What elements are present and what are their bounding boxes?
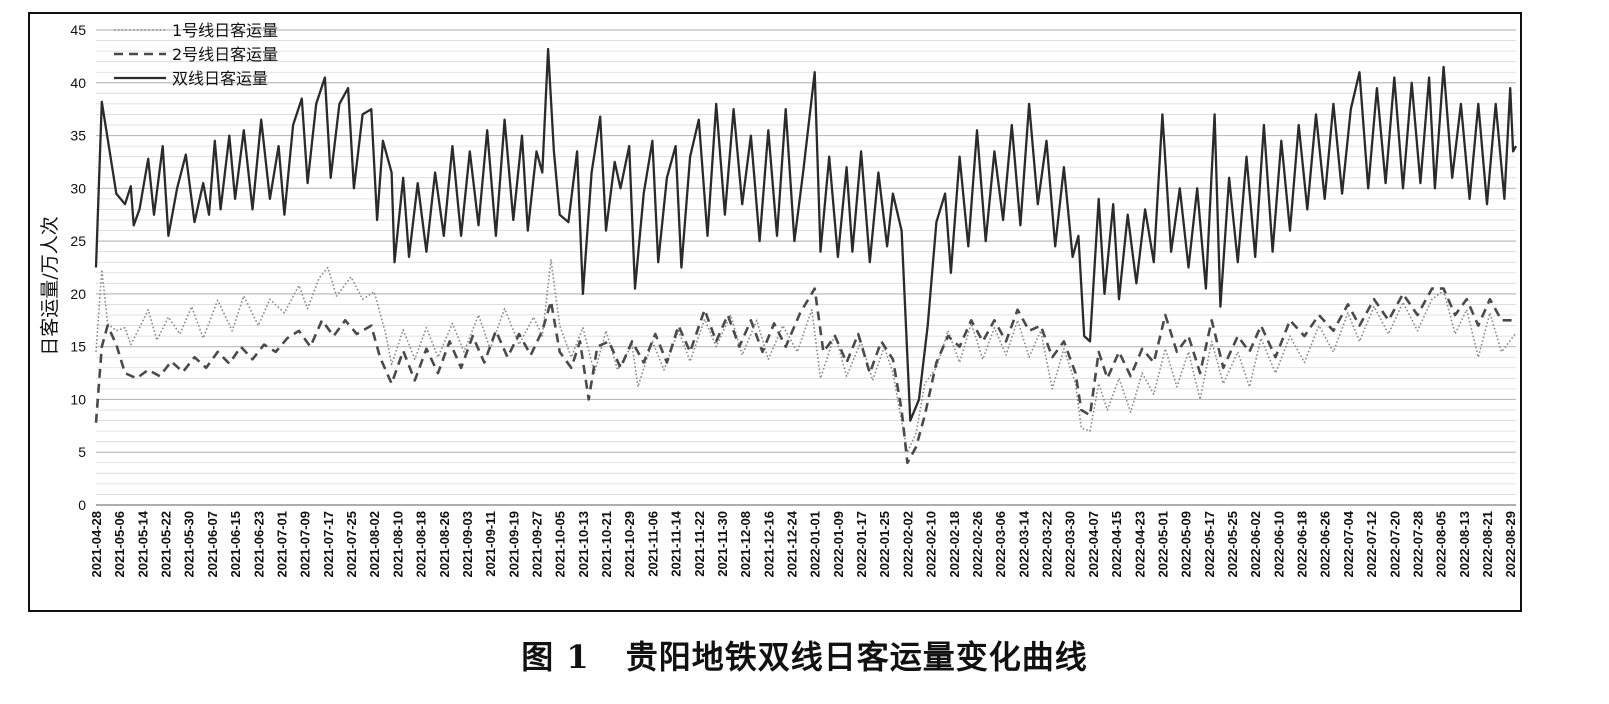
- legend-label-2: 2号线日客运量: [172, 45, 278, 64]
- x-tick-label: 2021-05-30: [182, 511, 197, 578]
- x-tick-label: 2021-05-22: [159, 511, 174, 578]
- x-tick-label: 2021-11-06: [645, 511, 660, 577]
- y-tick-label: 30: [70, 180, 86, 196]
- x-tick-label: 2022-04-07: [1086, 511, 1101, 578]
- x-tick-label: 2021-07-17: [321, 511, 336, 578]
- x-tick-label: 2021-10-29: [622, 511, 637, 578]
- x-tick-label: 2021-07-25: [344, 511, 359, 578]
- x-tick-label: 2021-09-19: [506, 511, 521, 578]
- x-tick-label: 2022-02-18: [947, 511, 962, 578]
- x-tick-label: 2022-07-04: [1341, 510, 1356, 577]
- x-tick-label: 2022-03-14: [1016, 510, 1031, 577]
- x-tick-label: 2021-09-03: [460, 511, 475, 578]
- x-tick-label: 2021-12-24: [785, 510, 800, 577]
- x-tick-label: 2021-05-14: [135, 510, 150, 577]
- x-tick-label: 2022-02-02: [900, 511, 915, 578]
- x-tick-label: 2021-10-21: [599, 511, 614, 578]
- x-tick-label: 2021-09-11: [483, 511, 498, 577]
- chart-frame: 0 5 10 15 20 25 30 35 40 45 2021-04-28 2021-05-06 2…: [28, 12, 1522, 612]
- x-tick-label: 2022-07-28: [1410, 511, 1425, 578]
- y-tick-label: 45: [70, 22, 86, 38]
- x-tick-label: 2021-07-01: [274, 511, 289, 578]
- x-tick-label: 2022-08-29: [1503, 511, 1518, 578]
- x-tick-label: 2022-05-01: [1155, 511, 1170, 578]
- figure-title: 贵阳地铁双线日客运量变化曲线: [625, 638, 1088, 676]
- x-tick-label: 2021-08-10: [390, 511, 405, 578]
- x-tick-label: 2022-01-17: [854, 511, 869, 578]
- x-tick-label: 2022-08-21: [1480, 511, 1495, 578]
- x-tick-label: 2022-03-22: [1040, 511, 1055, 578]
- x-tick-label: 2022-08-05: [1434, 511, 1449, 578]
- x-tick-label: 2021-12-08: [738, 511, 753, 578]
- x-tick-label: 2021-07-09: [298, 511, 313, 578]
- series-line-2: [94, 287, 1516, 465]
- x-tick-label: 2022-06-26: [1318, 511, 1333, 578]
- x-tick-label: 2022-03-30: [1063, 511, 1078, 578]
- x-tick-label: 2021-11-22: [692, 511, 707, 577]
- x-tick-label: 2021-11-14: [669, 510, 684, 577]
- x-tick-label: 2022-07-20: [1387, 511, 1402, 578]
- x-tick-label: 2022-06-10: [1271, 511, 1286, 578]
- x-tick-label: 2022-05-17: [1202, 511, 1217, 578]
- x-tick-label: 2022-02-26: [970, 511, 985, 578]
- grid-lines: [96, 29, 1516, 506]
- x-tick-label: 2021-10-05: [553, 511, 568, 578]
- x-tick-label: 2021-05-06: [112, 511, 127, 578]
- series-line-1: [95, 259, 1517, 454]
- x-tick-label: 2022-07-12: [1364, 511, 1379, 578]
- x-tick-label: 2022-03-06: [993, 511, 1008, 578]
- x-tick-label: 2022-04-23: [1132, 511, 1147, 578]
- figure-number: 图 1: [521, 638, 590, 676]
- x-tick-label: 2021-11-30: [715, 511, 730, 577]
- x-tick-label: 2021-08-18: [414, 511, 429, 578]
- x-tick-label: 2022-05-09: [1179, 511, 1194, 578]
- x-tick-label: 2021-04-28: [89, 511, 104, 578]
- x-tick-label: 2022-06-18: [1295, 511, 1310, 578]
- x-tick-label: 2021-12-16: [761, 511, 776, 578]
- x-tick-label: 2022-04-15: [1109, 511, 1124, 578]
- x-tick-label: 2021-08-26: [437, 511, 452, 578]
- y-axis-label: 日客运量/万人次: [39, 216, 61, 355]
- x-axis-ticks: 2021-04-28 2021-05-06 2021-05-14 2021-05-22…: [89, 510, 1518, 577]
- y-tick-label: 15: [70, 339, 86, 355]
- x-tick-label: 2022-08-13: [1457, 511, 1472, 578]
- y-tick-label: 0: [78, 497, 86, 513]
- x-tick-label: 2021-06-07: [205, 511, 220, 578]
- y-tick-label: 40: [70, 75, 86, 91]
- x-tick-label: 2021-06-23: [251, 511, 266, 578]
- y-tick-label: 35: [70, 128, 86, 144]
- y-tick-label: 10: [70, 391, 86, 407]
- legend-label-3: 双线日客运量: [172, 69, 268, 88]
- x-tick-label: 2021-09-27: [529, 511, 544, 578]
- x-tick-label: 2022-05-25: [1225, 511, 1240, 578]
- x-tick-label: 2021-08-02: [367, 511, 382, 578]
- x-tick-label: 2022-01-25: [877, 511, 892, 578]
- legend-label-1: 1号线日客运量: [172, 21, 278, 40]
- figure-caption: 图 1 贵阳地铁双线日客运量变化曲线: [0, 632, 1609, 678]
- x-tick-label: 2021-10-13: [576, 511, 591, 578]
- x-tick-label: 2022-01-09: [831, 511, 846, 578]
- series-lines: [94, 47, 1518, 465]
- y-tick-label: 20: [70, 286, 86, 302]
- x-tick-label: 2022-01-01: [808, 511, 823, 578]
- y-axis-ticks: 0 5 10 15 20 25 30 35 40 45: [70, 22, 86, 513]
- x-tick-label: 2022-06-02: [1248, 511, 1263, 578]
- x-tick-label: 2021-06-15: [228, 511, 243, 578]
- y-tick-label: 25: [70, 233, 86, 249]
- series-line-3: [94, 47, 1518, 422]
- y-tick-label: 5: [78, 444, 86, 460]
- x-tick-label: 2022-02-10: [924, 511, 939, 578]
